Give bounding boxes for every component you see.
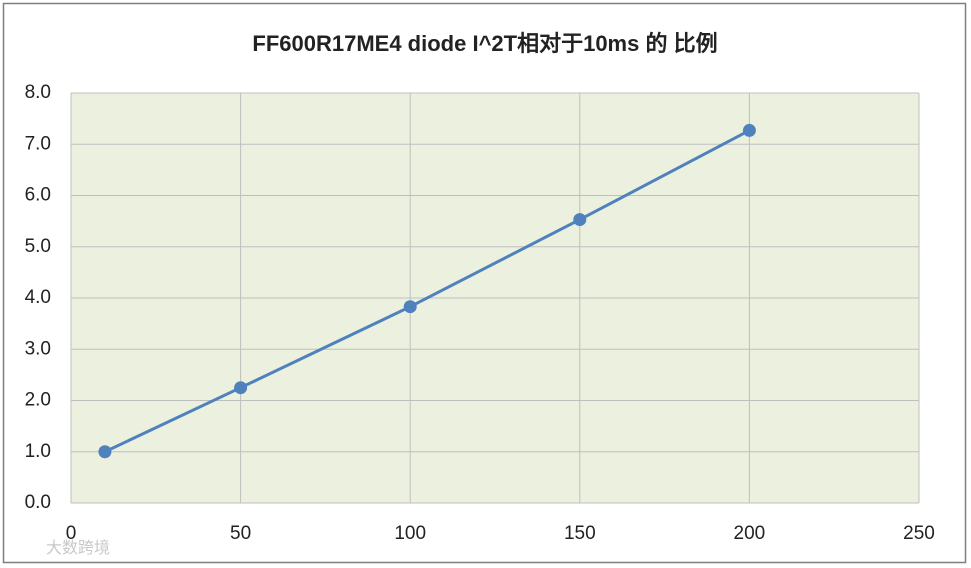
watermark: 大数跨境 [46, 538, 110, 557]
data-point [98, 445, 112, 459]
y-tick-label: 0.0 [25, 492, 51, 513]
x-tick-label: 200 [734, 523, 766, 544]
y-tick-label: 6.0 [25, 185, 51, 206]
x-tick-label: 250 [903, 523, 935, 544]
y-tick-label: 8.0 [25, 82, 51, 103]
data-point [573, 213, 587, 227]
data-point [742, 123, 756, 137]
y-tick-label: 2.0 [25, 390, 51, 411]
data-point [403, 300, 417, 314]
y-tick-label: 7.0 [25, 133, 51, 154]
y-tick-label: 3.0 [25, 338, 51, 359]
data-point [234, 381, 248, 395]
x-tick-label: 150 [564, 523, 596, 544]
y-tick-label: 4.0 [25, 287, 51, 308]
y-tick-label: 1.0 [25, 441, 51, 462]
y-tick-label: 5.0 [25, 236, 51, 257]
x-tick-label: 100 [394, 523, 426, 544]
x-tick-label: 50 [230, 523, 251, 544]
chart-title: FF600R17ME4 diode I^2T相对于10ms 的 比例 [252, 31, 717, 56]
x-tick-label: 0 [66, 523, 77, 544]
